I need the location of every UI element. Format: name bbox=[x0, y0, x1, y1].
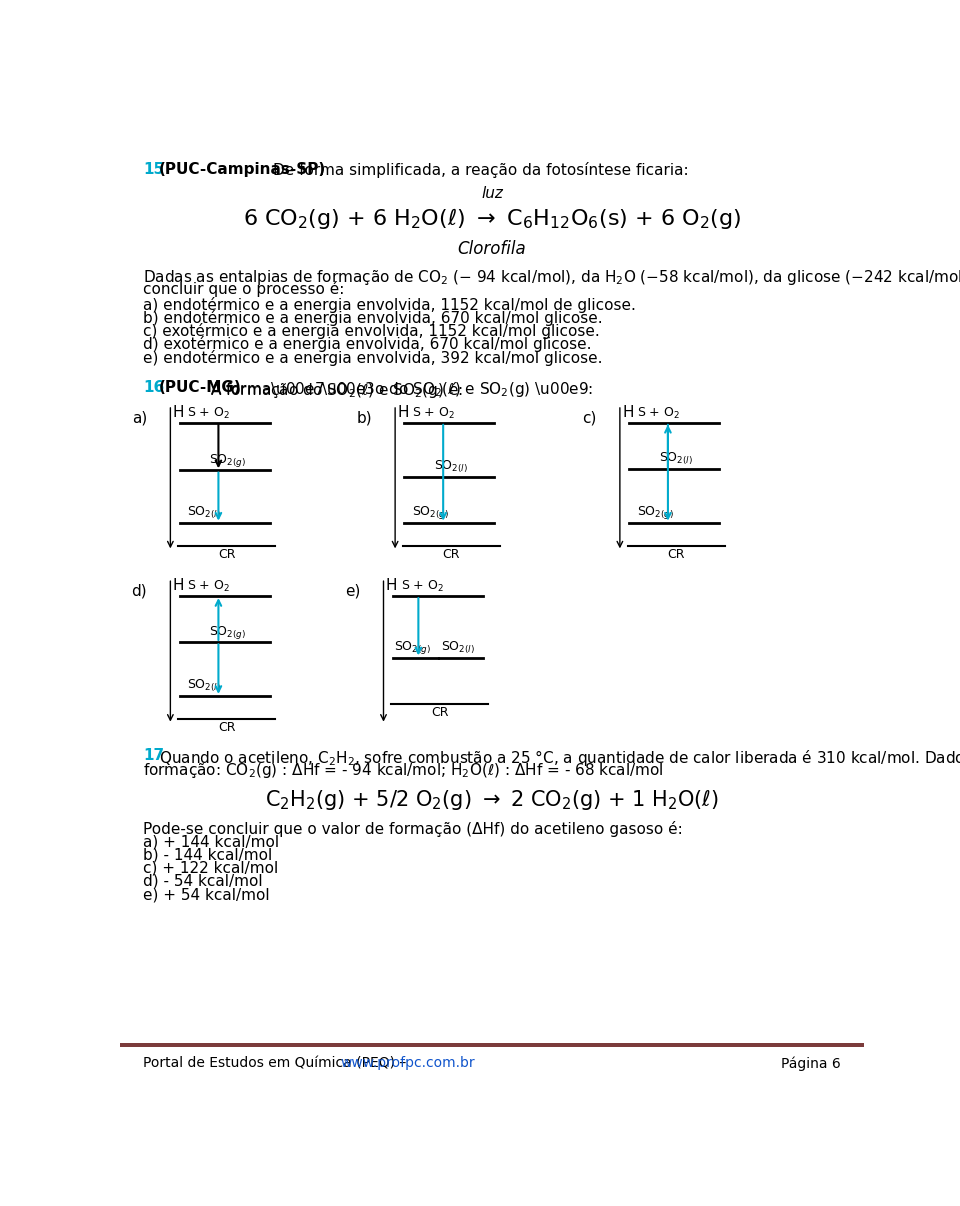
Text: 15: 15 bbox=[143, 162, 164, 176]
Text: CR: CR bbox=[431, 706, 448, 719]
Text: SO$_{2(l)}$: SO$_{2(l)}$ bbox=[434, 458, 468, 475]
Text: A formação do SO$_2$($\ell$) e SO$_2$(g) é:: A formação do SO$_2$($\ell$) e SO$_2$(g)… bbox=[210, 380, 463, 399]
Text: S + O$_2$: S + O$_2$ bbox=[636, 406, 680, 421]
Bar bbox=[120, 1043, 864, 1047]
Text: SO$_{2(l)}$: SO$_{2(l)}$ bbox=[441, 639, 475, 656]
Text: CR: CR bbox=[218, 721, 235, 734]
Text: b) - 144 kcal/mol: b) - 144 kcal/mol bbox=[143, 848, 273, 862]
Text: d): d) bbox=[132, 584, 147, 598]
Text: H: H bbox=[173, 405, 184, 420]
Text: e) + 54 kcal/mol: e) + 54 kcal/mol bbox=[143, 886, 270, 902]
Text: S + O$_2$: S + O$_2$ bbox=[400, 579, 444, 595]
Text: SO$_{2(g)}$: SO$_{2(g)}$ bbox=[209, 452, 247, 469]
Text: a) endotérmico e a energia envolvida, 1152 kcal/mol de glicose.: a) endotérmico e a energia envolvida, 11… bbox=[143, 297, 636, 314]
Text: Quando o acetileno, C$_2$H$_2$, sofre combustão a 25 °C, a quantidade de calor l: Quando o acetileno, C$_2$H$_2$, sofre co… bbox=[158, 748, 960, 768]
Text: c) + 122 kcal/mol: c) + 122 kcal/mol bbox=[143, 861, 278, 876]
Text: De forma simplificada, a reação da fotosíntese ficaria:: De forma simplificada, a reação da fotos… bbox=[274, 162, 689, 177]
Text: c): c) bbox=[583, 410, 596, 426]
Text: SO$_{2(l)}$: SO$_{2(l)}$ bbox=[659, 451, 692, 468]
Text: concluir que o processo é:: concluir que o processo é: bbox=[143, 281, 345, 297]
Text: 17: 17 bbox=[143, 748, 164, 762]
Text: b): b) bbox=[356, 410, 372, 426]
Text: Clorofila: Clorofila bbox=[458, 240, 526, 258]
Text: www.profpc.com.br: www.profpc.com.br bbox=[341, 1056, 475, 1071]
Text: d) - 54 kcal/mol: d) - 54 kcal/mol bbox=[143, 874, 263, 889]
Text: S + O$_2$: S + O$_2$ bbox=[412, 406, 455, 421]
Text: b) endotérmico e a energia envolvida, 670 kcal/mol glicose.: b) endotérmico e a energia envolvida, 67… bbox=[143, 310, 603, 327]
Text: luz: luz bbox=[481, 186, 503, 201]
Text: H: H bbox=[173, 578, 184, 593]
Text: a): a) bbox=[132, 410, 147, 426]
Text: S + O$_2$: S + O$_2$ bbox=[187, 579, 230, 595]
Text: S + O$_2$: S + O$_2$ bbox=[187, 406, 230, 421]
Text: CR: CR bbox=[667, 549, 684, 561]
Text: e) endotérmico e a energia envolvida, 392 kcal/mol glicose.: e) endotérmico e a energia envolvida, 39… bbox=[143, 350, 603, 365]
Text: (PUC-Campinas-SP): (PUC-Campinas-SP) bbox=[158, 162, 326, 176]
Text: Portal de Estudos em Química (PEQ) –: Portal de Estudos em Química (PEQ) – bbox=[143, 1056, 411, 1071]
Text: H: H bbox=[397, 405, 409, 420]
Text: e): e) bbox=[345, 584, 360, 598]
Text: c) exotérmico e a energia envolvida, 1152 kcal/mol glicose.: c) exotérmico e a energia envolvida, 115… bbox=[143, 323, 600, 339]
Text: CR: CR bbox=[443, 549, 460, 561]
Text: H: H bbox=[386, 578, 397, 593]
Text: SO$_{2(g)}$: SO$_{2(g)}$ bbox=[209, 624, 247, 640]
Text: C$_2$H$_2$(g) + 5/2 O$_2$(g) $\rightarrow$ 2 CO$_2$(g) + 1 H$_2$O($\ell$): C$_2$H$_2$(g) + 5/2 O$_2$(g) $\rightarro… bbox=[265, 789, 719, 813]
Text: Pode-se concluir que o valor de formação (ΔHf) do acetileno gasoso é:: Pode-se concluir que o valor de formação… bbox=[143, 821, 683, 837]
Text: formação: CO$_2$(g) : ΔHf = - 94 kcal/mol; H$_2$O($\ell$) : ΔHf = - 68 kcal/mol: formação: CO$_2$(g) : ΔHf = - 94 kcal/mo… bbox=[143, 761, 663, 780]
Text: SO$_{2(l)}$: SO$_{2(l)}$ bbox=[187, 678, 222, 695]
Text: SO$_{2(l)}$: SO$_{2(l)}$ bbox=[187, 505, 222, 521]
Text: 16: 16 bbox=[143, 380, 164, 394]
Text: Dadas as entalpias de formação de CO$_2$ (− 94 kcal/mol), da H$_2$O (−58 kcal/mo: Dadas as entalpias de formação de CO$_2$… bbox=[143, 268, 960, 287]
Text: (PUC-MG): (PUC-MG) bbox=[158, 380, 242, 394]
Text: SO$_{2(g)}$: SO$_{2(g)}$ bbox=[412, 504, 449, 521]
Text: a) + 144 kcal/mol: a) + 144 kcal/mol bbox=[143, 835, 279, 850]
Text: 6 CO$_2$(g) + 6 H$_2$O($\ell$) $\rightarrow$ C$_6$H$_{12}$O$_6$(s) + 6 O$_2$(g): 6 CO$_2$(g) + 6 H$_2$O($\ell$) $\rightar… bbox=[243, 206, 741, 232]
Text: SO$_{2(g)}$: SO$_{2(g)}$ bbox=[395, 639, 431, 656]
Text: d) exotérmico e a energia envolvida, 670 kcal/mol glicose.: d) exotérmico e a energia envolvida, 670… bbox=[143, 336, 591, 352]
Text: H: H bbox=[622, 405, 634, 420]
Text: SO$_{2(g)}$: SO$_{2(g)}$ bbox=[636, 504, 674, 521]
Text: CR: CR bbox=[218, 549, 235, 561]
Text: Página 6: Página 6 bbox=[781, 1056, 841, 1071]
Text: A forma\u00e7\u00e3o do SO$_2$($\ell$) e SO$_2$(g) \u00e9:: A forma\u00e7\u00e3o do SO$_2$($\ell$) e… bbox=[210, 380, 593, 398]
